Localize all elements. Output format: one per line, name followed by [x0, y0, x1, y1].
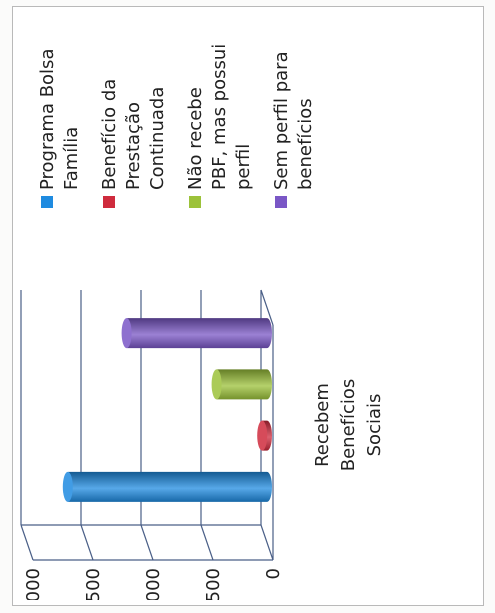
legend-item: Benefício da Prestação Continuada — [99, 79, 168, 208]
legend-label-line: PBF, mas possui — [209, 44, 230, 190]
chart-svg: 0 500 1000 1500 2000 Recebem Benefícios Sociai… — [20, 44, 385, 600]
gridline-depth — [260, 524, 274, 561]
bar-1 — [62, 471, 272, 502]
legend-swatch — [41, 196, 53, 208]
legend-label-line: Programa Bolsa — [37, 49, 58, 190]
legend-label-line: Família — [61, 127, 82, 190]
bar-cap — [257, 420, 268, 451]
legend-label-line: Sem perfil para — [271, 51, 292, 190]
tick-labels: 0 500 1000 1500 2000 — [23, 568, 284, 600]
category-label: Recebem Benefícios Sociais — [312, 379, 385, 472]
gridline-depth — [80, 524, 94, 561]
y-tick-label: 2000 — [23, 568, 44, 600]
legend-item: Não recebe PBF, mas possui perfil — [185, 44, 254, 208]
bar-4 — [121, 318, 272, 349]
bar-body — [216, 369, 272, 400]
legend-item: Sem perfil para benefícios — [271, 51, 316, 208]
y-tick-label: 1500 — [83, 568, 104, 600]
bar-body — [67, 471, 272, 502]
legend-label-line: perfil — [233, 144, 254, 190]
bar-cap — [121, 318, 132, 349]
gridline-depth — [20, 524, 34, 561]
legend-swatch — [275, 196, 287, 208]
bar-3 — [211, 369, 272, 400]
y-tick-label: 1000 — [143, 568, 164, 600]
legend: Programa Bolsa Família Benefício da Prestaç… — [37, 44, 316, 208]
legend-label-line: benefícios — [295, 98, 316, 190]
y-tick-label: 500 — [203, 568, 224, 600]
category-label-line: Sociais — [364, 394, 385, 457]
legend-item: Programa Bolsa Família — [37, 49, 82, 208]
category-label-line: Recebem — [312, 383, 333, 467]
gridline-depth — [200, 524, 214, 561]
y-tick-label: 0 — [263, 568, 284, 579]
rotated-chart: 0 500 1000 1500 2000 Recebem Benefícios Sociai… — [18, 12, 478, 600]
chart-frame — [12, 6, 484, 606]
floor-side-edge — [260, 289, 274, 326]
bar-2 — [257, 420, 272, 451]
legend-label-line: Prestação — [123, 102, 144, 190]
legend-label-line: Continuada — [147, 87, 168, 190]
legend-label-line: Benefício da — [99, 79, 120, 190]
category-label-line: Benefícios — [338, 379, 359, 472]
chart-area: 0 500 1000 1500 2000 Recebem Benefícios Sociai… — [18, 12, 478, 600]
bar-cap — [62, 471, 73, 502]
bar-body — [126, 318, 272, 349]
legend-swatch — [189, 196, 201, 208]
bars — [62, 318, 272, 502]
legend-swatch — [103, 196, 115, 208]
bar-cap — [211, 369, 222, 400]
legend-label-line: Não recebe — [185, 87, 206, 190]
gridline-depth — [140, 524, 154, 561]
axes — [21, 289, 274, 561]
